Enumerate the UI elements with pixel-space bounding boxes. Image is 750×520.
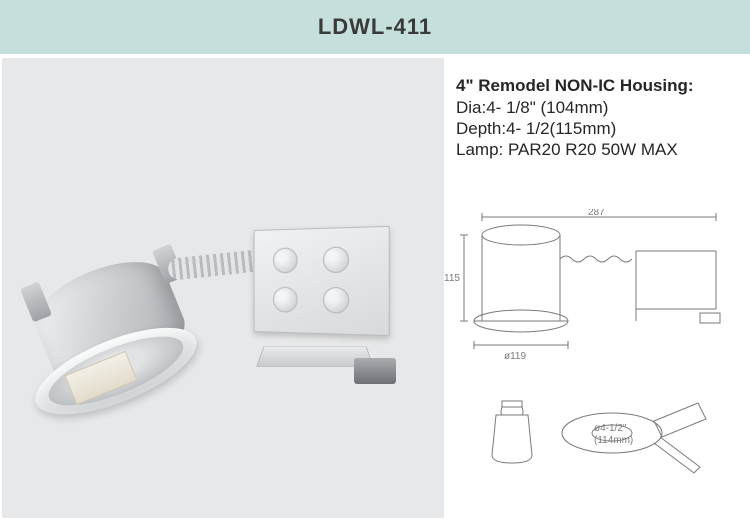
dim-width: 287	[588, 209, 605, 218]
dim-trim: ø4-1/2"	[594, 423, 627, 434]
dim-trim-mm: (114mm)	[594, 435, 633, 446]
junction-box	[254, 226, 390, 336]
spec-depth: Depth:4- 1/2(115mm)	[456, 119, 742, 139]
product-photo	[2, 58, 444, 518]
remodel-clip	[354, 358, 396, 384]
spec-panel: 4" Remodel NON-IC Housing: Dia:4- 1/8" (…	[444, 54, 750, 520]
main-row: 4" Remodel NON-IC Housing: Dia:4- 1/8" (…	[0, 54, 750, 520]
technical-drawing: 287 115	[444, 209, 744, 494]
spec-lamp: Lamp: PAR20 R20 50W MAX	[456, 140, 742, 160]
dim-height: 115	[444, 273, 460, 284]
spec-title: 4" Remodel NON-IC Housing:	[456, 76, 742, 96]
header-bar: LDWL-411	[0, 0, 750, 54]
dim-rim: ø119	[504, 351, 526, 362]
spec-dia: Dia:4- 1/8" (104mm)	[456, 98, 742, 118]
model-number: LDWL-411	[318, 14, 432, 40]
